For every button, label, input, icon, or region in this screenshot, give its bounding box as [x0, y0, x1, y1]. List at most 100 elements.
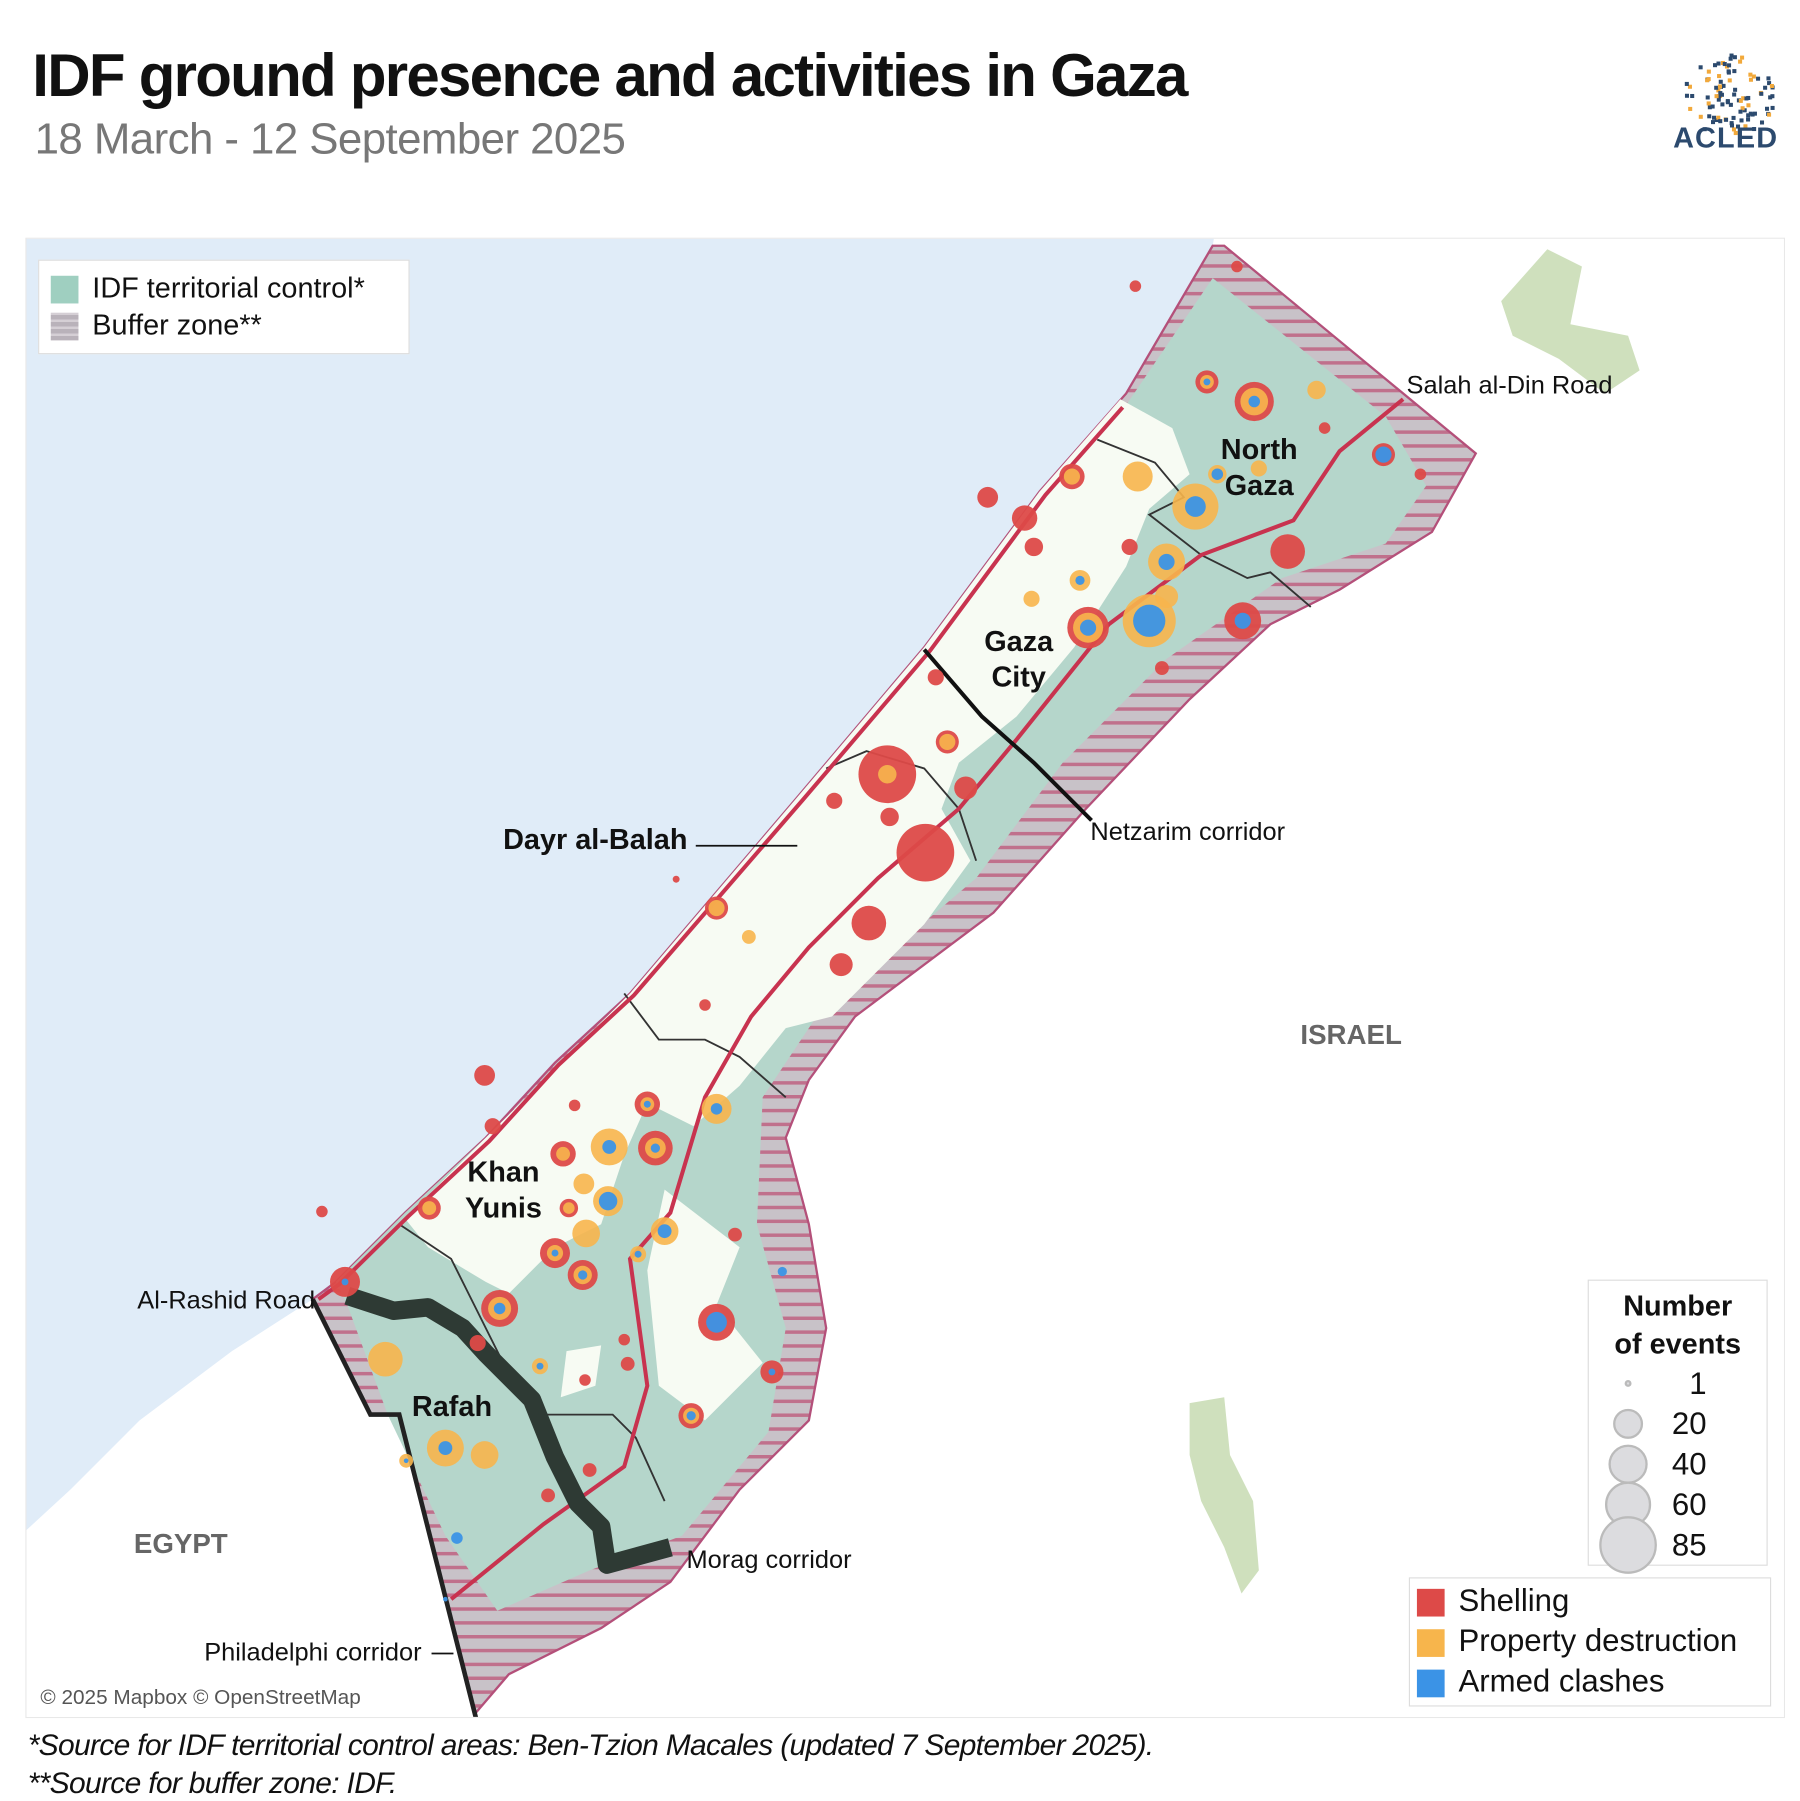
- legend-label: IDF territorial control*: [92, 272, 365, 305]
- logo-dot: [1707, 105, 1712, 110]
- logo-dot: [1746, 103, 1751, 108]
- shelling-marker: [927, 669, 944, 686]
- label-morag-corridor: Morag corridor: [686, 1544, 852, 1574]
- property-destruction-marker: [572, 1219, 600, 1248]
- shelling-marker: [469, 1334, 486, 1352]
- page-title: IDF ground presence and activities in Ga…: [32, 42, 1188, 110]
- shelling-marker: [851, 905, 887, 941]
- logo-dot: [1729, 121, 1734, 126]
- property-destruction-marker: [939, 733, 956, 750]
- morag-corridor: [344, 1286, 673, 1574]
- logo-dot: [1718, 119, 1723, 124]
- logo-dot: [1728, 56, 1733, 61]
- label-north-gaza: North Gaza: [1220, 433, 1298, 502]
- armed-clashes-marker: [578, 1270, 588, 1280]
- logo-dot: [1738, 59, 1743, 64]
- page-subtitle: 18 March - 12 September 2025: [34, 115, 626, 164]
- armed-clashes-marker: [451, 1532, 463, 1544]
- logo-dot: [1733, 131, 1738, 136]
- logo-dot: [1698, 65, 1703, 70]
- size-circle-icon: [1599, 1516, 1657, 1574]
- shelling-swatch: [1416, 1588, 1445, 1617]
- logo-dot: [1742, 108, 1747, 113]
- logo-dot: [1724, 64, 1729, 69]
- property-destruction-marker: [878, 764, 897, 784]
- legend-label: Buffer zone**: [92, 309, 262, 342]
- label-khan-yunis: Khan Yunis: [464, 1156, 542, 1225]
- property-destruction-marker: [1023, 590, 1040, 607]
- shelling-marker: [582, 1463, 597, 1477]
- logo-dot: [1722, 62, 1727, 67]
- map[interactable]: IDF territorial control* Buffer zone** N…: [25, 237, 1785, 1719]
- logo-dot: [1706, 69, 1711, 74]
- logo-dot: [1744, 96, 1749, 101]
- logo-dot: [1716, 115, 1721, 120]
- armed-clashes-marker: [706, 1311, 727, 1333]
- logo-dot: [1729, 53, 1734, 58]
- property-destruction-swatch: [1416, 1629, 1445, 1657]
- armed-clashes-marker: [438, 1441, 453, 1455]
- property-destruction-marker: [1307, 380, 1326, 400]
- size-circle-icon: [1608, 1444, 1648, 1484]
- label-dayr-al-balah: Dayr al-Balah: [503, 823, 688, 857]
- property-destruction-marker: [563, 1202, 575, 1214]
- logo-dot: [1768, 95, 1773, 100]
- logo-dot: [1702, 127, 1707, 132]
- size-legend-row: 1: [1589, 1364, 1767, 1404]
- logo-dot: [1713, 63, 1718, 68]
- shelling-marker: [579, 1374, 591, 1386]
- armed-clashes-marker: [493, 1302, 506, 1315]
- armed-clashes-marker: [1133, 604, 1166, 637]
- logo-dot: [1770, 94, 1775, 99]
- logo-dot: [1717, 74, 1722, 79]
- shelling-marker: [829, 953, 853, 977]
- shelling-marker: [541, 1488, 555, 1503]
- armed-clashes-marker: [551, 1249, 559, 1257]
- armed-clashes-marker: [643, 1100, 651, 1108]
- property-destruction-marker: [708, 899, 725, 917]
- logo-dot: [1690, 93, 1695, 99]
- logo-dot: [1731, 115, 1736, 120]
- israel-green-area: [1189, 249, 1640, 1594]
- shelling-marker: [1129, 280, 1142, 292]
- logo-dot: [1684, 93, 1689, 98]
- acled-logo-text: ACLED: [1673, 122, 1779, 155]
- logo-dot: [1746, 113, 1751, 118]
- property-destruction-marker: [368, 1341, 403, 1377]
- al-rashid-road: [317, 405, 1125, 1301]
- size-circle-icon: [1613, 1408, 1644, 1439]
- logo-dot: [1738, 109, 1743, 114]
- area-legend: IDF territorial control* Buffer zone**: [38, 259, 410, 355]
- shelling-marker: [699, 999, 711, 1011]
- shelling-marker: [1121, 538, 1138, 555]
- logo-dot: [1732, 55, 1737, 60]
- logo-dot: [1770, 105, 1775, 110]
- shelling-marker: [1024, 537, 1044, 557]
- logo-dot: [1716, 88, 1721, 93]
- footnote-territorial-control: *Source for IDF territorial control area…: [27, 1727, 1154, 1762]
- logo-dot: [1707, 114, 1712, 119]
- logo-dot: [1714, 94, 1719, 99]
- shelling-marker: [1318, 422, 1331, 434]
- shelling-marker: [1231, 260, 1243, 273]
- shelling-marker: [474, 1064, 495, 1086]
- event-markers: [316, 260, 1427, 1602]
- label-salah-al-din-road: Salah al-Din Road: [1406, 370, 1613, 400]
- logo-dot: [1767, 81, 1772, 86]
- label-philadelphi-corridor: Philadelphi corridor: [204, 1637, 422, 1667]
- size-legend-value: 40: [1671, 1446, 1707, 1482]
- armed-clashes-marker: [536, 1362, 544, 1370]
- logo-dot: [1759, 120, 1765, 125]
- logo-dot: [1710, 104, 1715, 109]
- logo-dot: [1729, 123, 1735, 128]
- logo-dot: [1752, 111, 1757, 116]
- logo-dot: [1748, 77, 1753, 82]
- logo-dot: [1716, 61, 1721, 66]
- label-gaza-city: Gaza City: [984, 625, 1054, 694]
- map-attribution[interactable]: © 2025 Mapbox © OpenStreetMap: [40, 1685, 361, 1710]
- logo-dot: [1752, 127, 1757, 132]
- logo-dot: [1698, 114, 1703, 119]
- logo-dot: [1712, 115, 1717, 120]
- size-legend-value: 1: [1689, 1366, 1707, 1401]
